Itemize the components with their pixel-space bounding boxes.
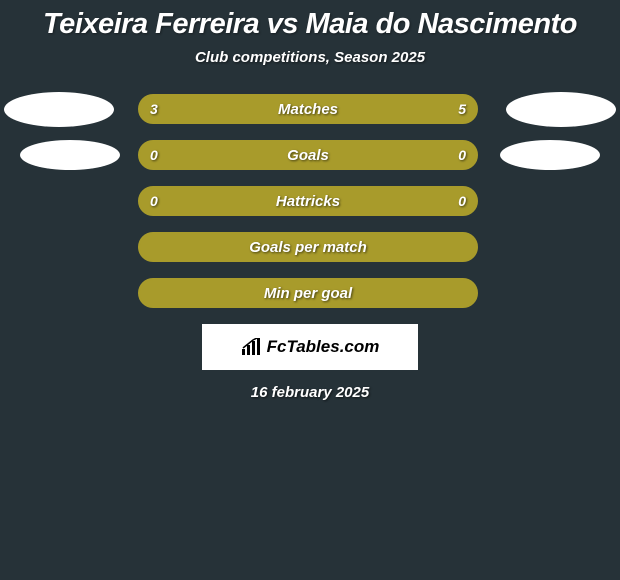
player-avatar-right — [506, 92, 616, 127]
stat-row: Hattricks0 0 — [0, 186, 620, 216]
subtitle: Club competitions, Season 2025 — [0, 49, 620, 66]
stat-row: Goals0 0 — [0, 140, 620, 170]
logo-box[interactable]: FcTables.com — [202, 324, 418, 370]
logo-text: FcTables.com — [267, 337, 380, 357]
stat-label: Goals per match — [140, 234, 476, 260]
stat-row: Goals per match — [0, 232, 620, 262]
comparison-widget: Teixeira Ferreira vs Maia do Nascimento … — [0, 0, 620, 401]
stat-row: Min per goal — [0, 278, 620, 308]
stat-bar: Goals per match — [138, 232, 478, 262]
stats-area: Matches35Goals00Hattricks00Goals per mat… — [0, 94, 620, 308]
date-label: 16 february 2025 — [0, 384, 620, 401]
stat-value-left: 3 — [150, 96, 158, 122]
stat-value-left: 0 — [150, 142, 158, 168]
player-avatar-left — [20, 140, 120, 170]
stat-row: Matches3 5 — [0, 94, 620, 124]
stat-label: Matches — [140, 96, 476, 122]
stat-value-left: 0 — [150, 188, 158, 214]
stat-value-right: 0 — [458, 142, 466, 168]
stat-label: Goals — [140, 142, 476, 168]
stat-value-right: 5 — [458, 96, 466, 122]
stat-label: Min per goal — [140, 280, 476, 306]
stat-bar: Hattricks0 0 — [138, 186, 478, 216]
stat-value-right: 0 — [458, 188, 466, 214]
stat-bar: Goals0 0 — [138, 140, 478, 170]
stat-bar: Min per goal — [138, 278, 478, 308]
stat-label: Hattricks — [140, 188, 476, 214]
chart-icon — [241, 338, 263, 356]
player-avatar-right — [500, 140, 600, 170]
stat-bar: Matches3 5 — [138, 94, 478, 124]
player-avatar-left — [4, 92, 114, 127]
page-title: Teixeira Ferreira vs Maia do Nascimento — [0, 2, 620, 45]
logo-inner: FcTables.com — [241, 337, 380, 357]
